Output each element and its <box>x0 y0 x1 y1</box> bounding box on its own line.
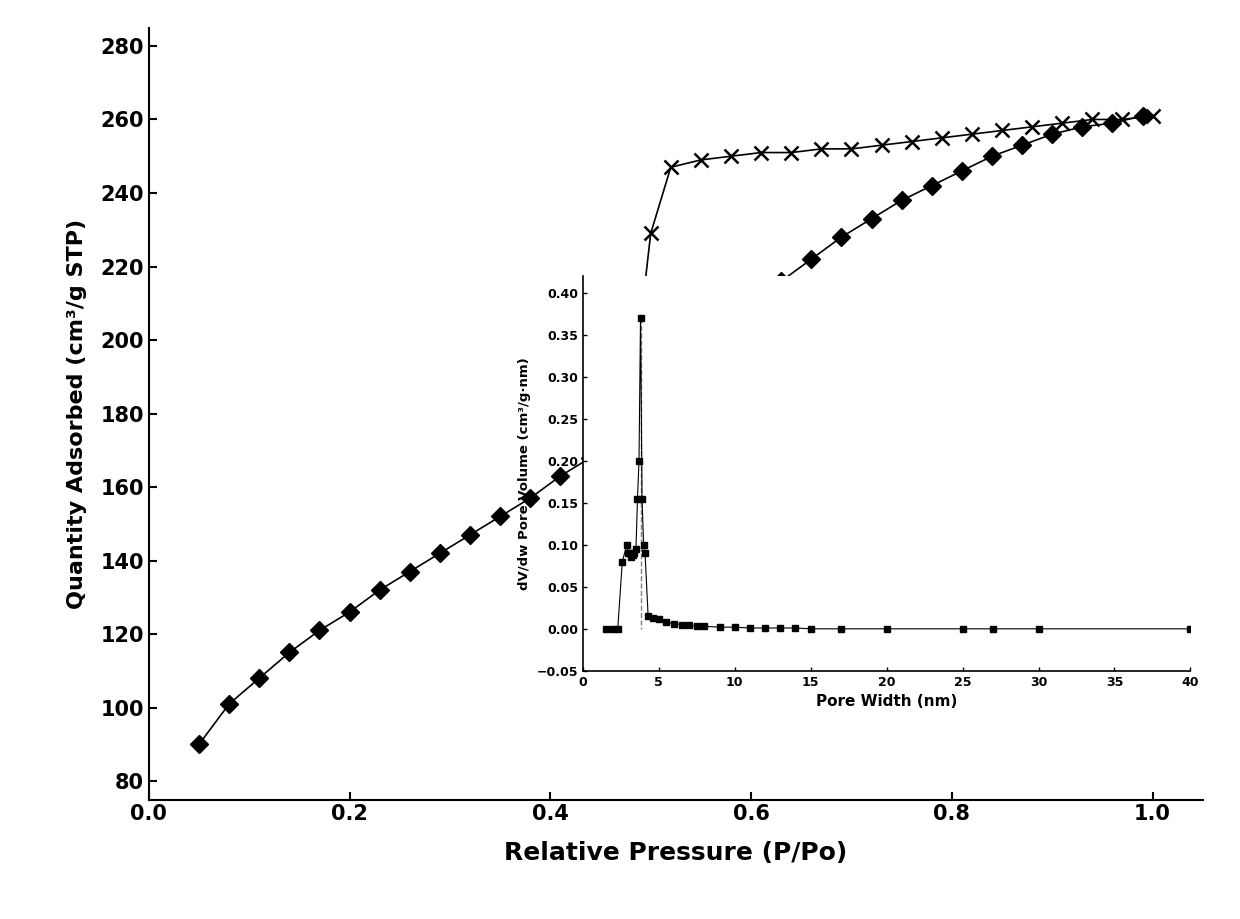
X-axis label: Pore Width (nm): Pore Width (nm) <box>816 694 957 709</box>
Y-axis label: Quantity Adsorbed (cm³/g STP): Quantity Adsorbed (cm³/g STP) <box>67 219 87 608</box>
Y-axis label: dV/dw Pore Volume (cm³/g·nm): dV/dw Pore Volume (cm³/g·nm) <box>518 357 531 590</box>
X-axis label: Relative Pressure (P/Po): Relative Pressure (P/Po) <box>505 841 847 865</box>
